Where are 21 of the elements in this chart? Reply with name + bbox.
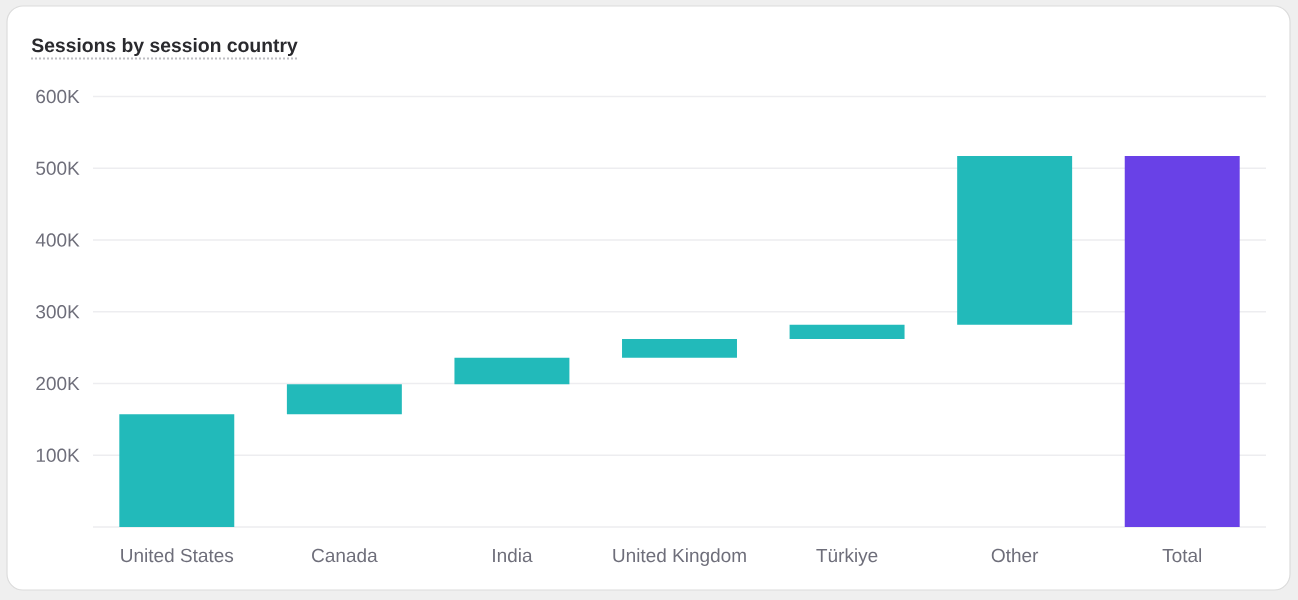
y-tick-label: 300K bbox=[36, 305, 80, 319]
y-tick-label: 200K bbox=[36, 376, 80, 391]
bar bbox=[622, 339, 737, 358]
x-tick-label: Türkiye bbox=[816, 548, 878, 566]
y-tick-label: 500K bbox=[36, 161, 80, 175]
y-tick-label: 400K bbox=[35, 233, 80, 247]
x-tick-label: United States bbox=[121, 548, 234, 563]
bar bbox=[454, 357, 570, 385]
bar bbox=[1124, 156, 1240, 528]
x-tick-label: Total bbox=[1162, 548, 1202, 563]
x-tick-label: United Kingdom bbox=[613, 548, 746, 566]
x-tick-label: Canada bbox=[312, 548, 378, 563]
chart-title: Sessions by session country bbox=[31, 37, 298, 57]
y-tick-label: 100K bbox=[36, 448, 80, 462]
bar bbox=[286, 384, 402, 415]
bar bbox=[957, 156, 1073, 325]
x-tick-label: India bbox=[493, 548, 533, 563]
bar bbox=[119, 414, 235, 528]
x-tick-label: Other bbox=[991, 548, 1039, 563]
y-tick-label: 600K bbox=[36, 89, 80, 104]
bar bbox=[789, 324, 905, 340]
